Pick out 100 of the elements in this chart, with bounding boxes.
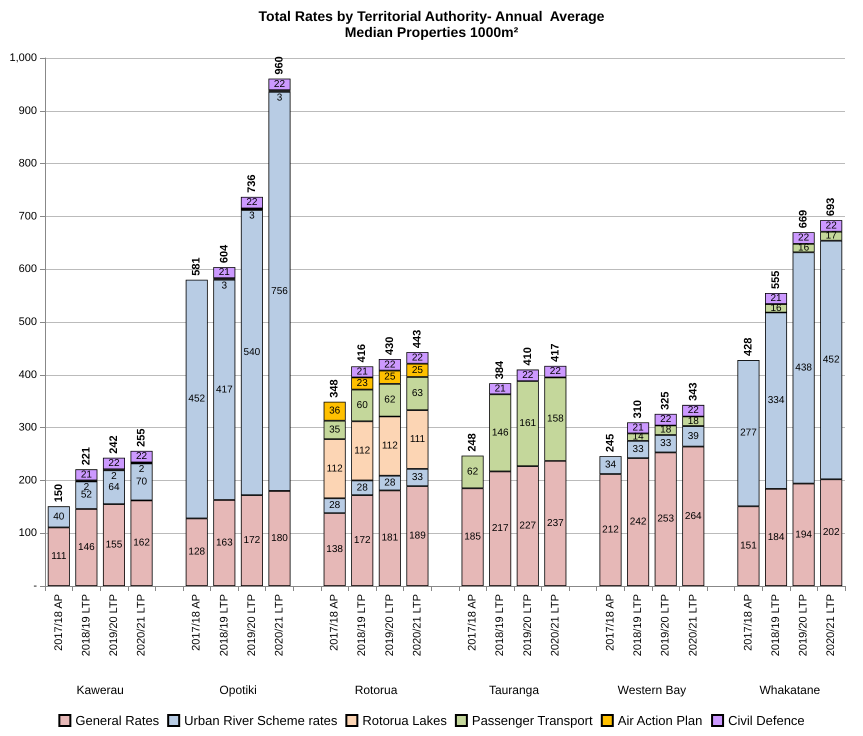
data-label: 180 [271,532,288,544]
data-label: 22 [688,405,700,416]
total-label: 410 [522,347,534,366]
chart-subtitle: Median Properties 1000m² [344,24,519,40]
data-label: 21 [80,469,92,480]
data-label: 2 [111,470,118,482]
legend-label: Civil Defence [728,713,805,728]
text: Tauranga [488,683,540,697]
y-tick-label: - [33,580,38,592]
data-label: 242 [630,516,647,528]
x-tick-label: 2019/20 LTP [660,594,672,656]
y-tick-label: 900 [18,104,37,117]
data-label: 25 [384,372,396,383]
data-label: 151 [740,540,758,552]
x-tick-label: 2019/20 LTP [108,594,120,656]
data-label: 39 [688,430,700,442]
total-label: 693 [825,198,838,216]
total-label: 245 [604,434,617,452]
total-label: 736 [246,174,258,193]
data-label: 22 [522,370,534,381]
data-label: 25 [412,364,424,376]
data-label: 33 [632,444,644,456]
data-label: 146 [492,427,509,438]
total-label: 417 [549,343,562,362]
data-label: 22 [660,414,672,426]
data-label: 70 [136,476,148,488]
data-label: 138 [326,544,344,556]
total-label: 221 [80,446,92,466]
data-label: 22 [108,458,120,470]
data-label: 161 [519,418,537,430]
data-label: 36 [329,406,341,417]
data-label: 22 [798,232,810,244]
data-label: 172 [354,535,372,546]
total-label: 428 [742,338,754,356]
data-label: 33 [412,472,424,483]
x-tick-label: 2019/20 LTP [246,594,258,656]
data-label: 28 [329,500,341,512]
data-label: 277 [740,428,758,439]
total-label: 150 [52,484,65,502]
data-label: 22 [412,352,424,364]
data-label: 417 [216,384,234,396]
y-tick-label: 300 [18,422,37,434]
x-tick-label: 2018/19 LTP [80,594,92,656]
data-label: 194 [795,529,812,540]
text: Kawerau [76,683,124,697]
data-label: 163 [216,537,234,548]
legend-label: Passenger Transport [472,713,593,728]
total-label: 416 [356,344,368,362]
data-label: 452 [188,394,206,405]
x-tick-label: 2020/21 LTP [136,594,148,656]
total-label: 325 [660,392,672,410]
data-label: 21 [218,267,230,278]
data-label: 3 [276,92,283,104]
x-tick-label: 2020/21 LTP [549,594,562,656]
total-label: 430 [384,336,396,355]
data-label: 40 [53,511,65,522]
data-label: 158 [547,414,564,425]
data-label: 22 [136,451,148,462]
data-label: 264 [684,510,702,522]
legend-label: General Rates [75,713,160,728]
data-label: 63 [412,388,424,400]
data-label: 237 [547,518,564,529]
total-label: 248 [466,433,479,452]
legend-label: Urban River Scheme rates [184,713,338,728]
x-tick-label: 2017/18 AP [190,594,203,651]
data-label: 18 [688,416,700,427]
data-label: 146 [78,542,96,553]
data-label: 189 [409,530,426,542]
x-tick-label: 2020/21 LTP [273,594,286,656]
y-tick-label: 500 [18,316,37,328]
data-label: 227 [519,520,537,532]
y-tick-label: 400 [18,368,37,381]
x-tick-label: 2018/19 LTP [632,594,644,656]
x-tick-label: 2018/19 LTP [218,594,230,656]
data-label: 22 [826,220,838,232]
x-tick-label: 2020/21 LTP [825,594,838,656]
total-label: 443 [411,330,424,348]
y-tick-label: 800 [18,158,37,170]
data-label: 28 [356,482,368,494]
total-label: 555 [770,270,782,289]
x-tick-label: 2019/20 LTP [522,594,534,656]
data-label: 21 [356,366,368,378]
data-label: 62 [467,466,479,478]
x-tick-label: 2019/20 LTP [384,594,396,656]
data-label: 217 [492,523,509,534]
y-tick-label: 700 [18,210,37,222]
legend-label: Air Action Plan [618,713,702,728]
data-label: 181 [381,532,399,544]
data-label: 22 [384,359,396,370]
total-label: 348 [328,379,341,398]
data-label: 155 [106,540,123,551]
text: Rotorua [354,683,398,697]
text: Whakatane [759,683,821,697]
x-tick-label: 2018/19 LTP [356,594,368,656]
data-label: 60 [356,400,368,411]
data-label: 162 [133,538,150,549]
text: Opotiki [219,683,257,697]
data-label: 111 [410,434,426,445]
data-label: 34 [604,460,617,471]
data-label: 112 [326,463,344,474]
